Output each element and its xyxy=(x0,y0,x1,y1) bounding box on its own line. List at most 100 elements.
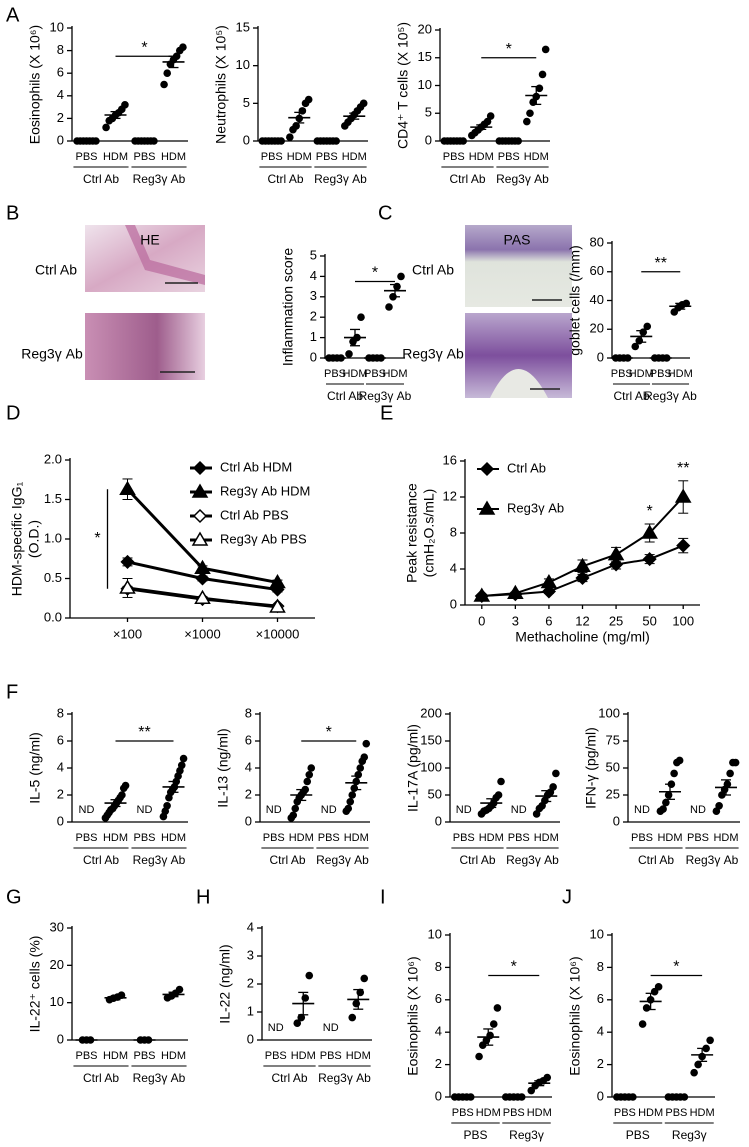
x-tick-label: HDM xyxy=(289,832,314,844)
lumen xyxy=(490,369,548,398)
x-tick-label: PBS xyxy=(133,1050,155,1062)
y-tick-label: 2.0 xyxy=(44,451,62,466)
y-tick-label: 0 xyxy=(310,349,317,364)
y-tick-label: 4 xyxy=(57,759,64,774)
y-axis-label: IL-22 (ng/ml) xyxy=(217,944,233,1023)
y-tick-label: 2 xyxy=(435,1056,442,1071)
x-tick-label: PBS xyxy=(133,151,155,163)
y-tick-label: 10 xyxy=(50,19,64,34)
x-tick-label: HDM xyxy=(346,1050,371,1062)
marker xyxy=(478,500,496,515)
y-tick-label: 50 xyxy=(428,786,442,801)
data-point xyxy=(301,994,310,1002)
data-point xyxy=(297,1013,306,1022)
x-tick-label: HDM xyxy=(527,1107,552,1119)
significance-label: * xyxy=(511,959,517,976)
y-axis-label: (O.D.) xyxy=(26,520,42,558)
group-label: Reg3γ Ab xyxy=(133,853,186,867)
y-tick-label: 80 xyxy=(590,234,604,249)
marker xyxy=(540,574,558,589)
y-tick-label: 10 xyxy=(590,926,604,941)
y-tick-label: 10 xyxy=(428,926,442,941)
y-tick-label: 200 xyxy=(420,705,442,720)
x-tick-label: HDM xyxy=(161,151,186,163)
y-tick-label: 100 xyxy=(420,759,442,774)
group-label: Reg3γ Ab xyxy=(686,853,739,867)
x-tick-label: 3 xyxy=(512,613,519,628)
data-point xyxy=(682,299,691,308)
y-tick-label: 8 xyxy=(435,959,442,974)
data-point xyxy=(385,303,393,311)
x-tick-label: PBS xyxy=(75,832,97,844)
panel-label: H xyxy=(196,886,210,908)
x-tick-label: ×100 xyxy=(113,626,142,641)
significance-label: * xyxy=(506,41,512,58)
significance-label: ** xyxy=(138,724,150,741)
y-tick-label: 0 xyxy=(597,1088,604,1103)
data-point xyxy=(289,811,298,820)
x-tick-label: 50 xyxy=(642,613,656,628)
y-axis-label: Peak resistance xyxy=(404,483,420,583)
data-point xyxy=(121,781,130,790)
data-point xyxy=(675,756,684,765)
panel-label: G xyxy=(6,886,22,908)
y-tick-label: 30 xyxy=(50,919,64,934)
y-axis-label: IL-17A (pg/ml) xyxy=(405,724,421,812)
y-tick-label: 20 xyxy=(590,321,604,336)
y-tick-label: 5 xyxy=(425,105,432,120)
group-label: Ctrl Ab xyxy=(267,172,303,186)
data-point xyxy=(357,313,365,322)
y-tick-label: 0 xyxy=(57,132,64,147)
marker xyxy=(642,552,657,567)
data-point xyxy=(706,1036,714,1045)
y-tick-label: 0 xyxy=(57,813,64,828)
data-point xyxy=(635,336,644,345)
group-label: Ctrl Ab xyxy=(449,172,485,186)
x-tick-label: PBS xyxy=(498,151,520,163)
data-point xyxy=(163,802,171,810)
x-tick-label: PBS xyxy=(75,1050,97,1062)
y-axis-label: HDM-specific IgG₁ xyxy=(9,482,25,597)
marker xyxy=(191,483,209,498)
y-tick-label: 6 xyxy=(435,991,442,1006)
y-tick-label: 0 xyxy=(435,1088,442,1103)
x-tick-label: HDM xyxy=(479,832,504,844)
data-point xyxy=(175,985,184,994)
y-tick-label: 0 xyxy=(245,813,252,828)
x-tick-label: HDM xyxy=(629,368,654,380)
data-point xyxy=(715,802,723,810)
y-tick-label: 0 xyxy=(425,132,432,147)
panel-label: A xyxy=(6,4,20,26)
significance-label: * xyxy=(326,724,332,741)
x-tick-label: HDM xyxy=(161,832,186,844)
data-point xyxy=(486,1031,494,1040)
data-point xyxy=(543,1073,552,1082)
data-point xyxy=(726,769,734,778)
x-tick-label: PBS xyxy=(261,151,283,163)
x-tick-label: HDM xyxy=(342,151,367,163)
nd-label: ND xyxy=(456,804,472,816)
group-label: Ctrl Ab xyxy=(83,1071,119,1085)
data-point xyxy=(292,122,300,130)
x-tick-label: HDM xyxy=(469,151,494,163)
y-tick-label: 150 xyxy=(420,732,442,747)
data-point xyxy=(694,1060,702,1069)
group-label: Reg3γ Ab xyxy=(496,172,549,186)
y-tick-label: 15 xyxy=(236,19,250,34)
data-point xyxy=(356,764,365,772)
y-tick-label: 1 xyxy=(247,1003,254,1018)
y-tick-label: 60 xyxy=(590,263,604,278)
x-tick-label: 25 xyxy=(609,613,623,628)
y-tick-label: 12 xyxy=(443,488,457,503)
group-label: Reg3γ Ab xyxy=(644,389,697,403)
y-tick-label: 0.5 xyxy=(44,570,62,585)
x-tick-label: PBS xyxy=(508,832,530,844)
nd-label: ND xyxy=(323,1022,339,1034)
y-tick-label: 2 xyxy=(597,1056,604,1071)
x-tick-label: PBS xyxy=(453,832,475,844)
x-tick-label: PBS xyxy=(318,832,340,844)
data-point xyxy=(494,791,503,799)
significance-label: * xyxy=(647,503,653,520)
y-tick-label: 5 xyxy=(310,247,317,262)
panel-label: D xyxy=(6,402,20,424)
